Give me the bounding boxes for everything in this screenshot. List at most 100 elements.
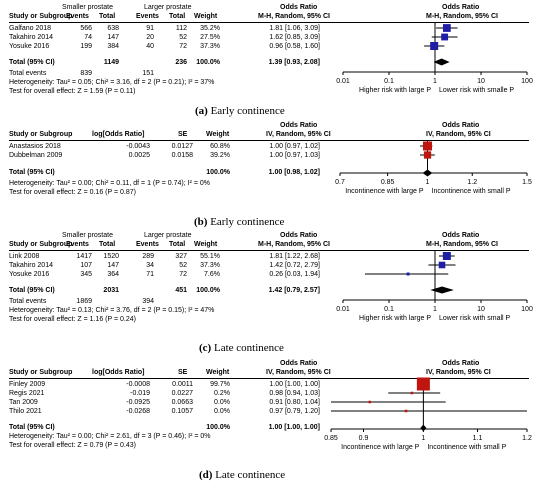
x-tick-label: 0.1: [384, 306, 394, 313]
panel-letter: (b): [194, 216, 208, 228]
or-cell: 1.81 [1.22, 2.68]: [269, 253, 320, 260]
weight-cell: 100.0%: [206, 169, 230, 176]
or-cell: 1.81 [1.06, 3.09]: [269, 25, 320, 32]
axis-left-label: Higher risk with large P: [359, 87, 431, 94]
or-cell: 1.42 [0.72, 2.79]: [269, 262, 320, 269]
total1-cell: 384: [107, 43, 119, 50]
x-tick-label: 0.01: [336, 306, 350, 313]
total-events-label: Total events: [9, 70, 47, 77]
weight-cell: 35.2%: [200, 25, 220, 32]
panel-letter: (d): [199, 469, 213, 481]
or-cell: 0.98 [0.94, 1.03]: [269, 390, 320, 397]
panel-caption: (a) Early continence: [195, 105, 285, 117]
group1-header: Smaller prostate: [62, 232, 113, 239]
weight-cell: 0.0%: [214, 399, 230, 406]
or-title: Odds Ratio: [280, 232, 318, 239]
overall-effect-text: Test for overall effect: Z = 1.59 (P = 0…: [9, 88, 136, 95]
heterogeneity-text: Heterogeneity: Tau² = 0.00; Chi² = 0.11,…: [9, 180, 210, 187]
plot-title: Odds Ratio: [442, 4, 480, 11]
x-tick-label: 0.01: [336, 78, 350, 85]
plot-method-header: IV, Random, 95% CI: [426, 131, 491, 138]
events2-cell: 394: [142, 298, 154, 305]
events1-cell: 1869: [76, 298, 92, 305]
events2-cell: 71: [146, 271, 154, 278]
x-tick-label: 10: [477, 78, 485, 85]
total1-cell: 147: [107, 34, 119, 41]
x-tick-label: 1: [433, 78, 437, 85]
study-name: Takahiro 2014: [9, 34, 53, 41]
total1-cell: 1520: [103, 253, 119, 260]
study-name: Regis 2021: [9, 390, 45, 397]
or-cell: 1.00 [0.97, 1.02]: [269, 143, 320, 150]
axis-right-label: Incontinence with small P: [432, 188, 511, 195]
se-cell: 0.0158: [171, 152, 193, 159]
group2-header: Larger prostate: [144, 4, 192, 11]
plot-title: Odds Ratio: [442, 122, 480, 129]
log-or-cell: -0.0268: [126, 408, 150, 415]
panel-caption-text: Early continence: [210, 216, 285, 228]
panel-letter: (a): [195, 105, 208, 117]
se-cell: 0.0227: [171, 390, 193, 397]
events2-header: Events: [136, 13, 159, 20]
x-tick-label: 0.7: [335, 179, 345, 186]
or-cell: 1.39 [0.93, 2.08]: [268, 59, 320, 66]
weight-cell: 39.2%: [210, 152, 230, 159]
events2-cell: 91: [146, 25, 154, 32]
se-cell: 0.0127: [171, 143, 193, 150]
events1-cell: 566: [80, 25, 92, 32]
total2-cell: 112: [175, 25, 187, 32]
weight-cell: 0.2%: [214, 390, 230, 397]
events2-cell: 20: [146, 34, 154, 41]
or-method-header: IV, Random, 95% CI: [266, 131, 331, 138]
x-tick-label: 100: [521, 78, 533, 85]
or-cell: 1.62 [0.85, 3.09]: [269, 34, 320, 41]
se-cell: 0.0011: [172, 381, 193, 388]
x-tick-label: 0.85: [381, 179, 395, 186]
weight-cell: 7.6%: [204, 271, 220, 278]
study-marker: [416, 377, 430, 391]
forest-plot: 0.01 0.1 1 10 100 Higher risk with large P Low…: [336, 22, 533, 94]
log-or-cell: -0.0008: [126, 381, 150, 388]
weight-cell: 55.1%: [200, 253, 220, 260]
study-header: Study or Subgroup: [9, 241, 73, 248]
or-cell: 1.00 [1.00, 1.00]: [269, 381, 320, 388]
total2-cell: 52: [179, 262, 187, 269]
total1-cell: 147: [107, 262, 119, 269]
axis-right-label: Lower risk with smalle P: [439, 87, 514, 94]
weight-header: Weight: [194, 241, 218, 248]
x-tick-label: 10: [477, 306, 485, 313]
weight-header: Weight: [206, 131, 230, 138]
heterogeneity-text: Heterogeneity: Tau² = 0.05; Chi² = 3.16,…: [9, 79, 215, 86]
x-tick-label: 1: [421, 435, 425, 442]
or-cell: 0.97 [0.79, 1.20]: [269, 408, 320, 415]
weight-cell: 60.8%: [210, 143, 230, 150]
study-name: Galfano 2018: [9, 25, 52, 32]
weight-cell: 99.7%: [210, 381, 230, 388]
or-title: Odds Ratio: [280, 4, 318, 11]
overall-effect-text: Test for overall effect: Z = 1.16 (P = 0…: [9, 316, 136, 323]
study-name: Finley 2009: [9, 381, 46, 388]
or-cell: 1.00 [1.00, 1.00]: [268, 424, 320, 431]
log-or-cell: -0.0925: [126, 399, 150, 406]
total-label: Total (95% CI): [9, 424, 55, 431]
total2-cell: 72: [179, 271, 187, 278]
se-header: SE: [178, 369, 188, 376]
study-marker: [423, 151, 432, 159]
plot-method-header: M-H, Random, 95% CI: [426, 13, 498, 20]
study-header: Study or Subgroup: [9, 13, 73, 20]
pooled-diamond: [420, 424, 427, 432]
events2-cell: 289: [142, 253, 154, 260]
or-cell: 1.42 [0.79, 2.57]: [268, 287, 320, 294]
study-marker: [410, 391, 414, 395]
x-tick-label: 1.1: [473, 435, 483, 442]
overall-effect-text: Test for overall effect: Z = 0.16 (P = 0…: [9, 189, 136, 196]
header-rule: [9, 250, 529, 251]
pooled-diamond: [430, 286, 454, 294]
or-cell: 0.26 [0.03, 1.94]: [269, 271, 320, 278]
total2-header: Total: [169, 241, 186, 248]
events1-cell: 107: [80, 262, 92, 269]
x-tick-label: 0.85: [324, 435, 338, 442]
panel-caption-text: Late continence: [215, 469, 286, 481]
total2-cell: 327: [175, 253, 187, 260]
weight-header: Weight: [194, 13, 218, 20]
